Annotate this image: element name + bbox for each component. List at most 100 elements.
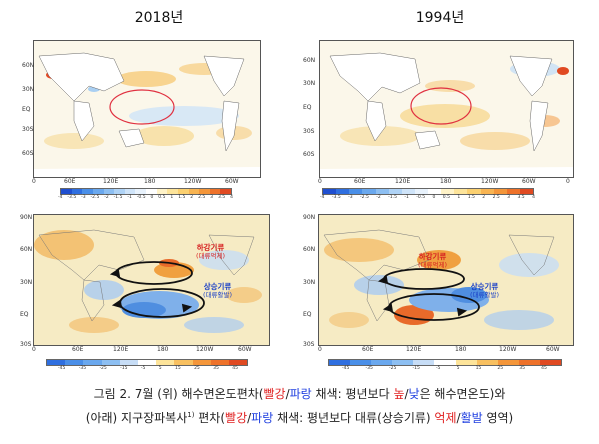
- ascend-label-1994: 상승기류 (대류활발): [470, 282, 499, 300]
- cb-label: -15: [120, 366, 128, 371]
- olr-left-lon-180: 180: [157, 346, 169, 353]
- cb-label: -3: [81, 195, 86, 200]
- olr-right-lon-120w: 120W: [499, 346, 517, 353]
- caption-red: 빨강: [225, 411, 248, 425]
- caption-text: 은 해수면온도)와: [419, 387, 506, 401]
- sst-right-lon-180: 180: [440, 178, 452, 185]
- olr-colorbar-2018: [46, 359, 248, 366]
- sst-highlight-ellipse-1994: [410, 87, 472, 125]
- caption-footnote-mark: 1): [187, 411, 195, 419]
- ascend-title-2018: 상승기류: [203, 282, 232, 291]
- ascend-label-2018: 상승기류 (대류활발): [203, 282, 232, 300]
- olr-colorbar-labels-2018: -45 -35 -25 -15 -5 5 15 25 35 45: [58, 366, 238, 371]
- caption-text: (아래) 지구장파복사: [85, 411, 188, 425]
- ascend-sub-1994: (대류활발): [470, 291, 499, 299]
- cb-label: -0.5: [416, 195, 426, 200]
- caption-blue: 파랑: [289, 387, 312, 401]
- sst-map-2018: [33, 40, 261, 178]
- sst-map-2018-svg: [34, 52, 260, 177]
- cb-label: -15: [412, 366, 420, 371]
- olr-map-1994-svg: [319, 215, 573, 345]
- cb-label: 3: [210, 195, 214, 200]
- cb-label: 25: [194, 366, 200, 371]
- olr-right-lat-30s: 30S: [303, 341, 315, 348]
- title-2018: 2018년: [134, 10, 184, 26]
- cb-label: -35: [78, 366, 87, 371]
- cb-label: 1: [457, 195, 461, 200]
- cb-label: -45: [58, 366, 66, 371]
- cb-label: -2: [104, 195, 109, 200]
- sst-highlight-ellipse-2018: [109, 89, 175, 125]
- cb-label: -45: [342, 366, 350, 371]
- cb-label: -5: [435, 366, 441, 371]
- sst-colorbar-1994: [322, 188, 534, 195]
- sst-left-lat-60n: 60N: [22, 62, 35, 69]
- descend-sub-1994: (대류억제): [418, 261, 447, 269]
- olr-map-2018: [33, 214, 270, 346]
- sst-right-lon-120w: 120W: [481, 178, 499, 185]
- caption-red: 빨강: [263, 387, 286, 401]
- olr-circulation-arrows-1994: [377, 268, 480, 321]
- sst-right-lon-120e: 120E: [395, 178, 411, 185]
- cb-label: -0.5: [136, 195, 146, 200]
- olr-left-lat-30n: 30N: [20, 279, 33, 286]
- cb-label: 35: [519, 366, 526, 371]
- caption-text: /: [247, 411, 252, 425]
- caption-blue: 활발: [460, 411, 483, 425]
- olr-right-lat-60n: 60N: [303, 246, 316, 253]
- cb-label: -25: [388, 366, 397, 371]
- ascend-sub-2018: (대류활발): [203, 291, 232, 299]
- cb-label: 5: [456, 366, 460, 371]
- sst-colorbar-labels-1994: -4 -3.5 -3 -2.5 -2 -1.5 -1 -0.5 0 0.5 1 1.5 2 2.5 3 3.5…: [320, 195, 535, 200]
- olr-right-lat-eq: EQ: [303, 311, 312, 318]
- cb-label: -3.5: [331, 195, 341, 200]
- cb-label: 4: [532, 195, 535, 200]
- sst-right-lat-60n: 60N: [303, 57, 316, 64]
- sst-right-lat-30n: 30N: [303, 80, 316, 87]
- sst-right-lat-60s: 60S: [303, 151, 315, 158]
- olr-left-lat-90n: 90N: [20, 214, 33, 221]
- cb-label: 5: [158, 366, 162, 371]
- cb-label: 2: [190, 195, 194, 200]
- sst-left-lat-30n: 30N: [22, 86, 35, 93]
- caption-blue: 파랑: [251, 411, 274, 425]
- descend-title-2018: 하강기류: [196, 243, 225, 252]
- cb-label: 15: [475, 366, 482, 371]
- ascend-title-1994: 상승기류: [470, 282, 499, 291]
- title-1994: 1994년: [415, 10, 465, 26]
- sst-right-lon-0b: 0: [566, 178, 570, 185]
- olr-right-lon-0: 0: [318, 346, 322, 353]
- sst-map-1994-svg: [320, 52, 573, 177]
- cb-label: -3: [348, 195, 353, 200]
- sst-right-lon-0: 0: [318, 178, 322, 185]
- olr-colorbar-labels-1994: -45 -35 -25 -15 -5 5 15 25 35 45: [342, 366, 547, 371]
- caption-text: /: [404, 387, 409, 401]
- cb-label: 3.5: [217, 195, 226, 200]
- cb-label: 0: [150, 195, 154, 200]
- cb-label: -2.5: [90, 195, 100, 200]
- sst-left-lat-60s: 60S: [22, 150, 34, 157]
- caption-blue: 낮: [408, 387, 420, 401]
- olr-right-lat-90n: 90N: [303, 214, 316, 221]
- cb-label: -2: [376, 195, 381, 200]
- cb-label: 4: [230, 195, 233, 200]
- sst-right-lon-60e: 60E: [354, 178, 366, 185]
- descend-label-1994: 하강기류 (대류억제): [418, 252, 447, 270]
- cb-label: -2.5: [360, 195, 369, 200]
- cb-label: 2.5: [198, 195, 206, 200]
- caption-red: 억제: [434, 411, 457, 425]
- sst-colorbar-2018: [60, 188, 232, 195]
- caption-text: 채색: 평년보다 대류(상승기류): [273, 411, 435, 425]
- olr-left-lat-60n: 60N: [20, 246, 33, 253]
- sst-left-lat-30s: 30S: [22, 126, 34, 133]
- cb-label: 0: [432, 195, 436, 200]
- caption-text: 영역): [482, 411, 514, 425]
- caption-text: /: [456, 411, 461, 425]
- olr-left-lat-30s: 30S: [20, 341, 32, 348]
- sst-right-lat-eq: EQ: [303, 104, 312, 111]
- caption-text: 편차(: [194, 411, 226, 425]
- sst-left-lon-60w: 60W: [225, 178, 239, 185]
- olr-map-1994: [318, 214, 574, 346]
- cb-label: 0.5: [442, 195, 450, 200]
- cb-label: 1.5: [467, 195, 475, 200]
